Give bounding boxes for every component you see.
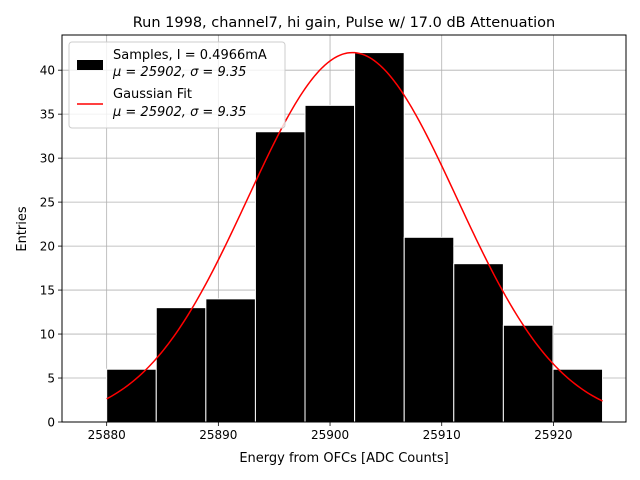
legend-fit-label: Gaussian Fit [113,87,192,102]
y-tick-label: 25 [40,196,55,210]
legend-bar-swatch [77,60,103,70]
y-tick-label: 30 [40,152,55,166]
x-tick-label: 25880 [88,428,126,442]
y-tick-label: 5 [47,372,55,386]
x-axis-ticks: 25880 25890 25900 25910 25920 [88,422,572,442]
y-tick-label: 35 [40,108,55,122]
histogram-bar [552,368,604,423]
histogram-bar [502,324,554,423]
x-tick-label: 25920 [534,428,572,442]
histogram-bar [354,52,405,423]
histogram-bar [304,104,356,423]
histogram-bar [205,298,256,423]
legend-fit-stats: μ = 25902, σ = 9.35 [112,105,246,120]
y-tick-label: 10 [40,328,55,342]
x-tick-label: 25910 [423,428,461,442]
histogram-bar [106,368,157,423]
histogram-bar [254,131,306,423]
legend-fit-sigma: σ = 9.35 [190,105,246,120]
histogram-bars [106,52,604,423]
legend-samples-label: Samples, I = 0.4966mA [113,48,267,63]
x-tick-label: 25890 [199,428,237,442]
histogram-bar [403,236,455,423]
y-axis-ticks: 0 5 10 15 20 25 30 35 40 [40,64,62,430]
legend-samples-mu: μ = 25902, [112,65,190,80]
x-axis-label: Energy from OFCs [ADC Counts] [239,451,448,466]
legend-fit-mu: μ = 25902, [112,105,190,120]
legend-box [68,41,286,129]
y-tick-label: 40 [40,64,55,78]
y-tick-label: 15 [40,284,55,298]
y-tick-label: 0 [47,416,55,430]
plot-frame [61,34,627,423]
gaussian-fit-line [106,51,603,402]
histogram-bar [453,263,504,423]
x-tick-label: 25900 [311,428,349,442]
chart-title: Run 1998, channel7, hi gain, Pulse w/ 17… [133,15,556,31]
y-tick-label: 20 [40,240,55,254]
legend-samples-stats: μ = 25902, σ = 9.35 [112,65,246,80]
legend: Samples, I = 0.4966mA μ = 25902, σ = 9.3… [68,41,286,129]
y-axis-label: Entries [15,206,30,252]
legend-samples-sigma: σ = 9.35 [190,65,246,80]
